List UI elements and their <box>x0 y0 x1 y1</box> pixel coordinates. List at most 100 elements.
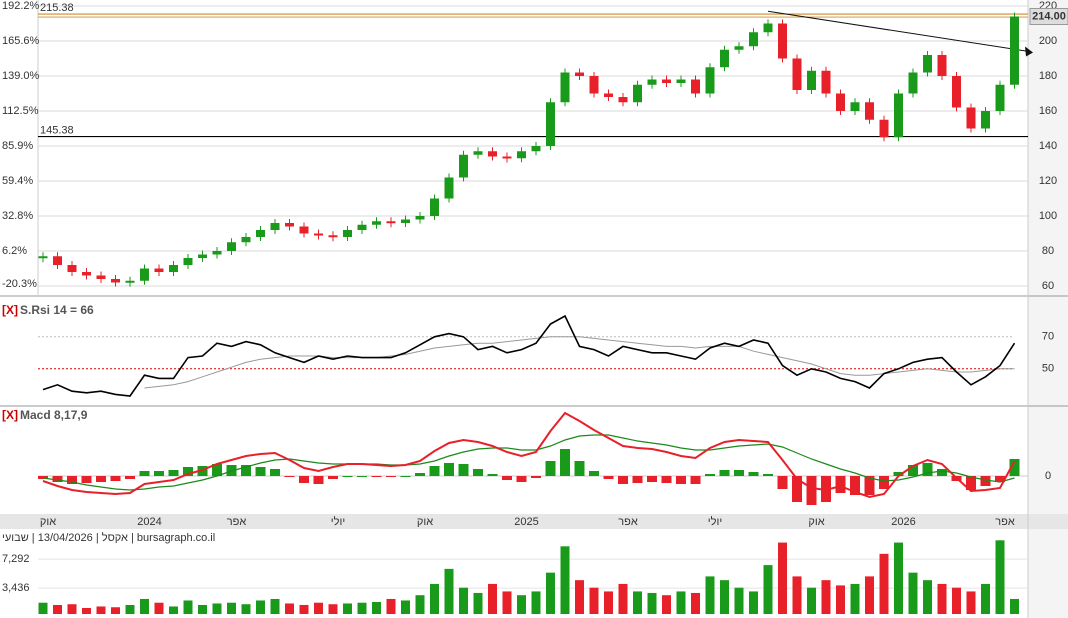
histogram-bar <box>502 476 512 480</box>
candle <box>96 275 106 279</box>
y-tick-label: 3,436 <box>2 582 30 594</box>
histogram-bar <box>777 476 788 489</box>
histogram-bar <box>705 474 715 476</box>
histogram-bar <box>676 476 686 484</box>
y-tick-label: 140 <box>1039 140 1057 152</box>
volume-bar <box>604 591 613 614</box>
candle <box>691 79 700 94</box>
histogram-bar <box>38 476 48 479</box>
volume-bar <box>372 601 381 614</box>
histogram-bar <box>647 476 657 482</box>
volume-bar <box>662 595 671 614</box>
histogram-bar <box>154 471 164 476</box>
volume-bar <box>995 540 1005 614</box>
series-line <box>42 411 1016 499</box>
volume-bar <box>792 576 802 614</box>
candle <box>125 280 135 283</box>
candle <box>488 151 497 157</box>
y-tick-label: 120 <box>1039 175 1057 187</box>
volume-bar <box>633 591 642 614</box>
candle <box>285 223 294 227</box>
candle <box>444 177 454 199</box>
series-line <box>42 434 1015 491</box>
x-tick-label: אפר <box>227 516 247 528</box>
volume-bar <box>502 591 512 614</box>
volume-bar <box>241 604 251 614</box>
histogram-bar <box>139 471 150 476</box>
y2-tick-label: 6.2% <box>2 245 27 257</box>
candle <box>154 268 164 272</box>
histogram-bar <box>618 476 628 484</box>
volume-bar <box>546 572 555 614</box>
volume-bar <box>879 553 889 614</box>
candle <box>560 72 570 103</box>
candle <box>430 198 439 216</box>
candle <box>241 237 251 243</box>
volume-bar <box>894 542 903 614</box>
volume-bar <box>676 591 686 614</box>
candle <box>531 146 541 152</box>
histogram-bar <box>850 476 860 495</box>
volume-bar <box>415 595 425 614</box>
x-tick-label: אוק <box>417 516 433 528</box>
histogram-bar <box>429 466 440 476</box>
histogram-bar <box>545 461 556 476</box>
volume-bar <box>459 587 468 614</box>
histogram-bar <box>1009 459 1020 476</box>
volume-bar <box>531 591 541 614</box>
histogram-bar <box>531 476 541 478</box>
histogram-bar <box>415 473 425 476</box>
volume-bar <box>227 602 236 614</box>
candle <box>778 23 787 59</box>
candle <box>386 221 396 224</box>
y-tick-label: 160 <box>1039 105 1057 117</box>
volume-bar <box>560 546 570 614</box>
volume-bar <box>923 580 932 614</box>
volume-bar <box>517 595 526 614</box>
volume-bar <box>734 587 744 614</box>
volume-bar <box>430 583 439 614</box>
x-tick-label: 2024 <box>137 516 161 528</box>
y2-tick-label: 59.4% <box>2 175 33 187</box>
candle <box>169 265 178 272</box>
close-button[interactable]: [X] <box>2 408 18 422</box>
histogram-bar <box>574 461 585 476</box>
candle <box>401 219 410 223</box>
candle <box>966 107 976 129</box>
histogram-bar <box>835 476 846 493</box>
candle <box>647 79 657 85</box>
histogram-bar <box>864 476 875 495</box>
histogram-bar <box>980 476 991 486</box>
histogram-bar <box>125 476 135 479</box>
reference-label: 145.38 <box>40 124 74 136</box>
volume-bar <box>589 587 599 614</box>
histogram-bar <box>183 467 193 476</box>
histogram-bar <box>212 464 222 476</box>
volume-bar <box>763 565 773 614</box>
volume-bar <box>38 602 48 614</box>
x-tick-label: יולי <box>331 515 345 528</box>
volume-bar <box>343 603 352 614</box>
last-price-box <box>1029 8 1068 25</box>
volume-bar <box>575 580 584 614</box>
candle <box>111 279 120 283</box>
histogram-bar <box>284 476 295 477</box>
volume-bar <box>473 592 483 614</box>
histogram-bar <box>110 476 121 481</box>
y-tick-label: 7,292 <box>2 553 30 565</box>
histogram-bar <box>81 476 92 483</box>
histogram-bar <box>734 470 744 476</box>
candle <box>270 223 280 230</box>
panel-title: אקסל | 13/04/2026 | שבועי | bursagraph.c… <box>2 531 215 544</box>
candle <box>183 258 193 265</box>
candle <box>923 55 932 73</box>
volume-bar <box>183 600 193 614</box>
histogram-bar <box>52 476 63 482</box>
volume-bar <box>198 604 207 614</box>
close-button[interactable]: [X] <box>2 303 18 317</box>
y-tick-label: 220 <box>1039 0 1057 12</box>
histogram-bar <box>995 476 1005 482</box>
candle <box>502 156 512 159</box>
histogram-bar <box>168 470 179 476</box>
